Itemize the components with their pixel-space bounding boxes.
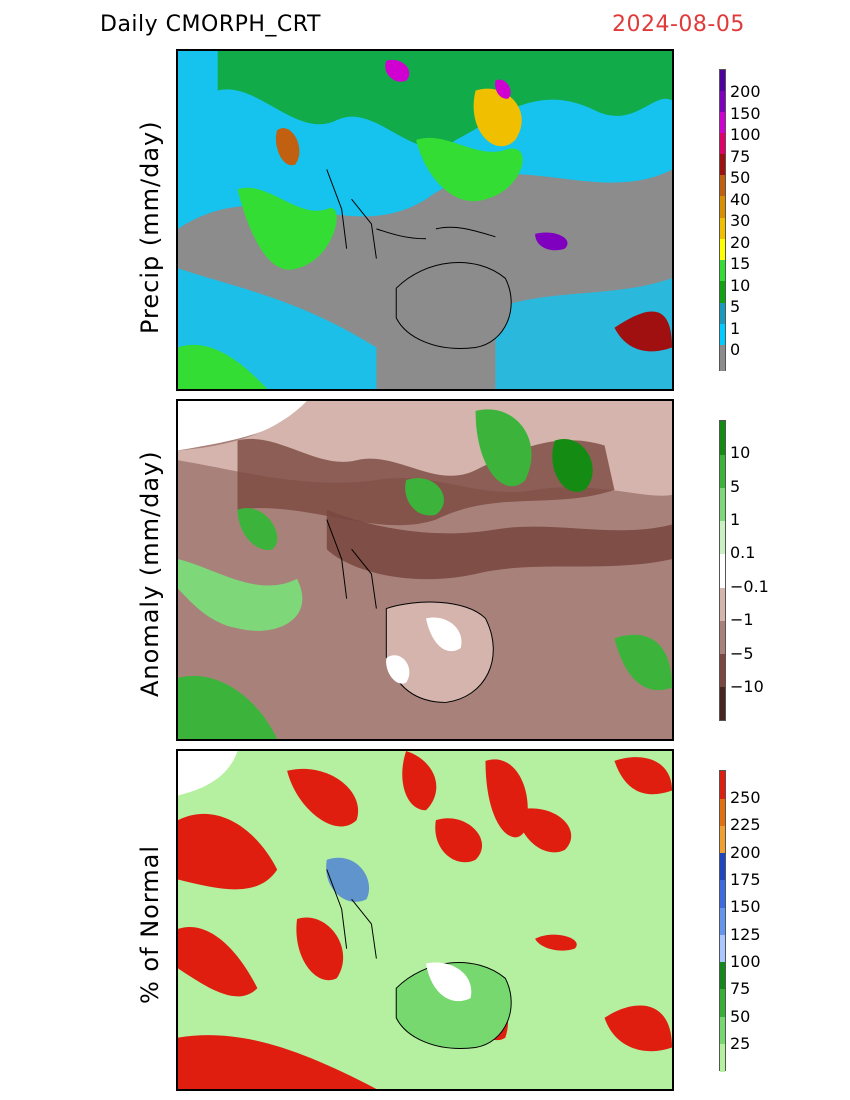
- precip-color-7: [720, 196, 725, 218]
- precip-color-2: [720, 91, 725, 112]
- precip-tick: 0: [730, 340, 741, 359]
- anomaly-color-5: [720, 554, 725, 588]
- percent-color-11: [720, 1044, 725, 1072]
- anomaly-tick: 5: [730, 477, 741, 496]
- percent-colorbar: [719, 770, 726, 1072]
- precip-color-5: [720, 154, 725, 175]
- precip-tick: 10: [730, 276, 751, 295]
- anomaly-tick: 10: [730, 443, 751, 462]
- percent-color-1: [720, 771, 725, 799]
- anomaly-tick: −0.1: [730, 577, 769, 596]
- precip-tick: 30: [730, 211, 751, 230]
- percent-color-9: [720, 989, 725, 1017]
- percent-tick: 200: [730, 843, 761, 862]
- percent-color-7: [720, 935, 725, 962]
- percent-tick: 225: [730, 815, 761, 834]
- precip-color-6: [720, 175, 725, 196]
- precip-color-1: [720, 70, 725, 91]
- precip-tick: 5: [730, 297, 741, 316]
- anomaly-tick: 1: [730, 510, 741, 529]
- precip-color-9: [720, 239, 725, 260]
- percent-color-4: [720, 853, 725, 880]
- precip-color-12: [720, 303, 725, 324]
- precip-tick: 150: [730, 104, 761, 123]
- anomaly-tick: 0.1: [730, 543, 756, 562]
- percent-color-5: [720, 880, 725, 908]
- percent-tick: 150: [730, 897, 761, 916]
- precip-colorbar: [719, 69, 726, 371]
- precip-ylabel: Precip (mm/day): [136, 120, 164, 334]
- precip-tick: 100: [730, 125, 761, 144]
- precip-tick: 15: [730, 254, 751, 273]
- precip-color-11: [720, 281, 725, 303]
- percent-color-8: [720, 962, 725, 989]
- precip-tick: 1: [730, 319, 741, 338]
- precip-color-13: [720, 324, 725, 345]
- anomaly-tick: −5: [730, 644, 754, 663]
- anomaly-colorbar: [719, 420, 726, 721]
- percent-tick: 75: [730, 979, 751, 998]
- date-label: 2024-08-05: [612, 12, 745, 37]
- percent-tick: 100: [730, 952, 761, 971]
- percent-tick: 125: [730, 925, 761, 944]
- percent-ylabel: % of Normal: [136, 844, 164, 1004]
- anomaly-color-3: [720, 488, 725, 521]
- precip-color-14: [720, 345, 725, 371]
- percent-color-10: [720, 1017, 725, 1044]
- anomaly-tick: −10: [730, 677, 764, 696]
- anomaly-color-4: [720, 521, 725, 554]
- precip-color-10: [720, 260, 725, 281]
- precip-tick: 200: [730, 82, 761, 101]
- anomaly-color-2: [720, 455, 725, 488]
- product-title: Daily CMORPH_CRT: [100, 12, 321, 37]
- percent-tick: 25: [730, 1034, 751, 1053]
- precip-map: [176, 49, 674, 391]
- anomaly-ylabel: Anomaly (mm/day): [136, 450, 164, 697]
- percent-map: [176, 749, 674, 1091]
- precip-color-4: [720, 133, 725, 154]
- anomaly-color-7: [720, 621, 725, 654]
- percent-color-6: [720, 908, 725, 935]
- precip-color-3: [720, 112, 725, 133]
- precip-tick: 20: [730, 233, 751, 252]
- percent-tick: 175: [730, 870, 761, 889]
- precip-color-8: [720, 218, 725, 239]
- anomaly-color-9: [720, 687, 725, 720]
- precip-tick: 50: [730, 168, 751, 187]
- percent-tick: 250: [730, 788, 761, 807]
- anomaly-color-8: [720, 654, 725, 687]
- percent-color-2: [720, 799, 725, 826]
- anomaly-color-1: [720, 421, 725, 455]
- percent-color-3: [720, 826, 725, 853]
- anomaly-color-6: [720, 588, 725, 621]
- precip-tick: 40: [730, 190, 751, 209]
- percent-tick: 50: [730, 1007, 751, 1026]
- anomaly-map: [176, 399, 674, 741]
- anomaly-tick: −1: [730, 610, 754, 629]
- precip-tick: 75: [730, 147, 751, 166]
